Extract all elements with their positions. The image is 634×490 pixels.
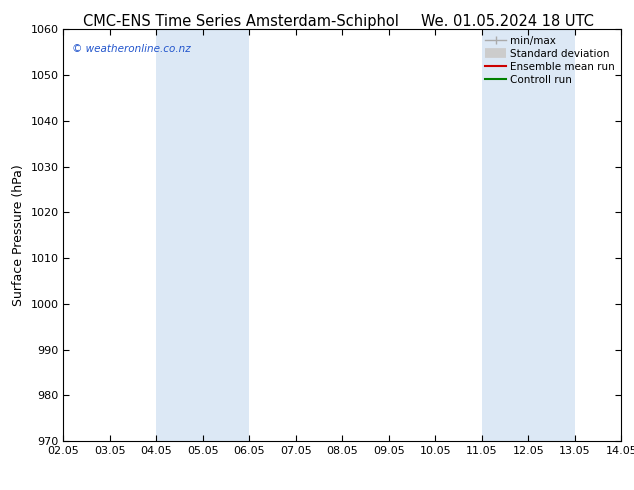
Y-axis label: Surface Pressure (hPa): Surface Pressure (hPa) [12, 164, 25, 306]
Bar [157, 29, 203, 441]
Bar [203, 29, 249, 441]
Text: CMC-ENS Time Series Amsterdam-Schiphol: CMC-ENS Time Series Amsterdam-Schiphol [83, 14, 399, 29]
Bar [482, 29, 528, 441]
Bar [528, 29, 575, 441]
Text: © weatheronline.co.nz: © weatheronline.co.nz [72, 44, 191, 54]
Legend: min/max, Standard deviation, Ensemble mean run, Controll run: min/max, Standard deviation, Ensemble me… [481, 31, 619, 89]
Text: We. 01.05.2024 18 UTC: We. 01.05.2024 18 UTC [421, 14, 593, 29]
